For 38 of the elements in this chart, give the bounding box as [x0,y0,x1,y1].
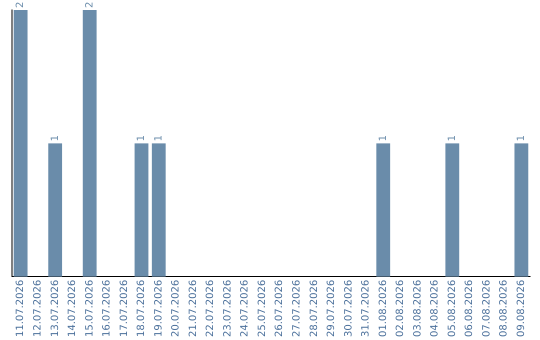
x-tick-label: 11.07.2026 [15,280,26,338]
x-tick-label: 26.07.2026 [274,280,286,338]
x-tick-label: 12.07.2026 [32,280,44,338]
x-tick-label: 14.07.2026 [67,280,78,338]
data-label: 1 [446,134,458,142]
data-label: 2 [84,2,96,8]
x-tick-label: 19.07.2026 [153,280,164,338]
x-tick-label: 28.07.2026 [308,280,320,338]
x-tick-label: 06.08.2026 [464,280,476,338]
x-tick-label: 18.07.2026 [136,280,148,338]
data-label: 1 [516,134,527,142]
x-tick-label: 27.07.2026 [291,280,302,338]
x-tick-label: 24.07.2026 [240,280,251,338]
x-tick-label: 31.07.2026 [360,280,372,338]
data-label: 2 [15,2,26,8]
x-tick-label: 29.07.2026 [326,280,338,338]
x-tick-label: 23.07.2026 [222,280,234,338]
x-tick-label: 03.08.2026 [412,280,424,338]
x-tick-label: 25.07.2026 [256,280,268,338]
x-tick-label: 08.08.2026 [498,280,510,338]
x-tick-label: 30.07.2026 [343,280,354,338]
x-tick-label: 20.07.2026 [170,280,182,338]
x-tick-label: 16.07.2026 [102,280,113,338]
x-tick-label: 04.08.2026 [430,280,441,338]
data-label: 1 [136,134,148,142]
x-tick-label: 22.07.2026 [205,280,216,338]
data-label: 1 [378,134,389,142]
x-tick-label: 13.07.2026 [50,280,61,338]
x-tick-label: 05.08.2026 [446,280,458,338]
x-tick-label: 21.07.2026 [188,280,199,338]
x-tick-label: 17.07.2026 [118,280,130,338]
x-tick-label: 02.08.2026 [395,280,406,338]
x-tick-label: 09.08.2026 [516,280,527,338]
x-tick-label: 15.07.2026 [84,280,96,338]
data-label: 1 [50,134,61,142]
x-tick-label: 07.08.2026 [481,280,492,338]
data-label: 1 [153,134,164,142]
x-tick-label: 01.08.2026 [378,280,389,338]
